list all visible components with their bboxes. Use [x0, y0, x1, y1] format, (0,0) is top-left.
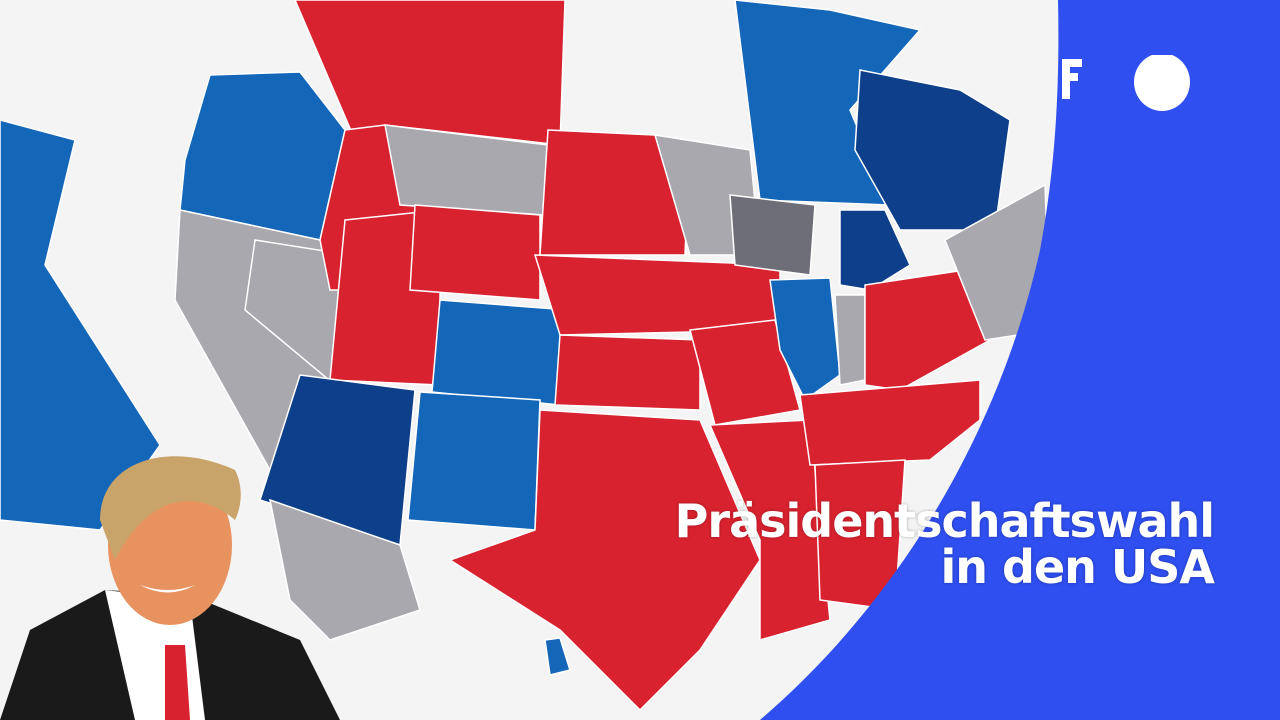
euronews-logo [1062, 55, 1190, 111]
caption-line-1: Präsidentschaftswahl [674, 494, 1215, 548]
state-new-mexico [407, 391, 541, 531]
state-michigan [839, 209, 911, 291]
caption-line-2: in den USA [940, 540, 1215, 594]
state-arkansas-la [708, 419, 831, 641]
map-states [0, 0, 1051, 712]
caricature-portrait [0, 456, 340, 720]
state-kentucky-tn [799, 379, 981, 466]
state-ohio [864, 269, 991, 391]
caption: Präsidentschaftswahl in den USA [674, 494, 1215, 594]
state-hawaii [544, 637, 571, 676]
state-colorado [431, 299, 569, 406]
state-illinois [769, 277, 841, 402]
state-texas [448, 409, 761, 712]
state-missouri [689, 319, 801, 426]
blue-panel [760, 0, 1280, 720]
state-southwest-gray [269, 498, 421, 641]
state-iowa [729, 194, 816, 276]
state-california [0, 119, 161, 531]
state-kansas [554, 334, 701, 411]
state-wisconsin [854, 69, 1011, 231]
state-colorado-west [409, 204, 541, 301]
state-indiana [834, 294, 866, 386]
